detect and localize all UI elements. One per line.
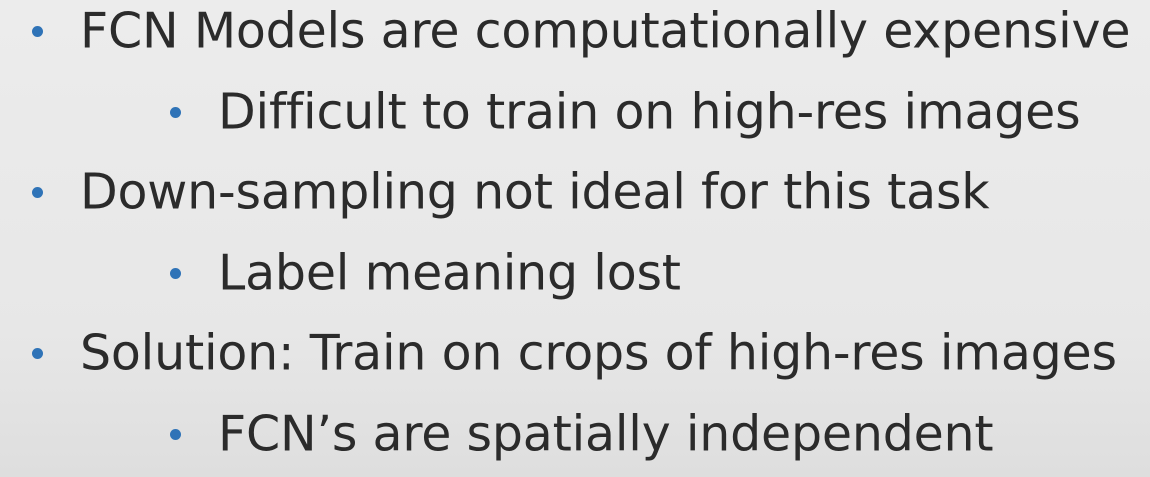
bullet-dot-icon [32,26,43,37]
sub-bullet-text: Label meaning lost [218,244,681,302]
bullet-dot-icon [32,187,43,198]
bullet-text: Solution: Train on crops of high-res ima… [80,324,1117,382]
sub-bullet-text: FCN’s are spatially independent [218,405,994,463]
bullet-text: FCN Models are computationally expensive [80,2,1131,60]
bullet-dot-icon [170,429,181,440]
bullet-dot-icon [170,107,181,118]
bullet-dot-icon [32,348,43,359]
bullet-text: Down-sampling not ideal for this task [80,163,990,221]
sub-bullet-text: Difficult to train on high-res images [218,83,1081,141]
bullet-dot-icon [170,268,181,279]
